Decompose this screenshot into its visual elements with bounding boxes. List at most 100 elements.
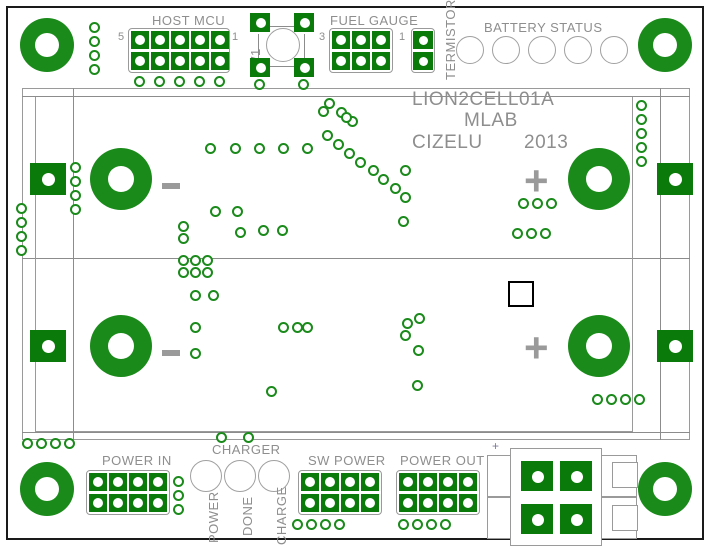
charger-via-1 bbox=[216, 432, 227, 443]
fuel-gauge-pad bbox=[332, 52, 350, 70]
right-edge-pad-upper bbox=[657, 163, 693, 195]
via bbox=[190, 348, 201, 359]
via bbox=[70, 204, 81, 215]
via bbox=[266, 386, 277, 397]
power-in-pad bbox=[149, 494, 167, 512]
battery-status-led bbox=[564, 36, 592, 64]
host-mcu-label: HOST MCU bbox=[152, 13, 226, 28]
via bbox=[636, 128, 647, 139]
via bbox=[70, 190, 81, 201]
via bbox=[16, 231, 27, 242]
charger-label: CHARGER bbox=[212, 442, 281, 457]
left-rail-line bbox=[73, 88, 74, 440]
cell1-negative-pad bbox=[90, 148, 152, 210]
via bbox=[232, 206, 243, 217]
sw-power-label: SW POWER bbox=[308, 453, 386, 468]
via bbox=[334, 519, 345, 530]
fuel-gauge-pad bbox=[352, 31, 370, 49]
via bbox=[390, 183, 401, 194]
battery-status-led bbox=[528, 36, 556, 64]
led-done-label: DONE bbox=[240, 496, 255, 536]
via bbox=[440, 519, 451, 530]
via bbox=[320, 519, 331, 530]
host-mcu-pad bbox=[131, 31, 149, 49]
right-rail-line bbox=[660, 88, 661, 440]
via bbox=[636, 114, 647, 125]
via bbox=[235, 227, 246, 238]
via bbox=[208, 290, 219, 301]
via bbox=[277, 225, 288, 236]
sw-power-pad bbox=[301, 494, 319, 512]
power-out-pad bbox=[459, 494, 477, 512]
via bbox=[16, 203, 27, 214]
via bbox=[210, 206, 221, 217]
via bbox=[341, 112, 352, 123]
via bbox=[412, 380, 423, 391]
termistor-pad-2 bbox=[413, 52, 433, 70]
power-out-pad bbox=[439, 494, 457, 512]
screw-terminal-screw-lower[interactable] bbox=[612, 505, 638, 531]
led-power-label: POWER bbox=[206, 491, 221, 543]
led-done-indicator bbox=[224, 460, 256, 492]
bottom-rail-line bbox=[22, 432, 690, 433]
charger-via-2 bbox=[243, 432, 254, 443]
via bbox=[89, 36, 100, 47]
inner-board-outline bbox=[22, 88, 690, 440]
power-in-pad bbox=[109, 473, 127, 491]
via bbox=[318, 106, 329, 117]
cell2-negative-pad bbox=[90, 315, 152, 377]
via bbox=[89, 22, 100, 33]
power-in-label: POWER IN bbox=[102, 453, 172, 468]
host-mcu-pad bbox=[171, 52, 189, 70]
screw-terminal-screw-upper[interactable] bbox=[612, 462, 638, 488]
board-author: CIZELU bbox=[412, 132, 483, 153]
via bbox=[398, 216, 409, 227]
via bbox=[258, 225, 269, 236]
via bbox=[368, 165, 379, 176]
sw1-pad-3 bbox=[250, 58, 270, 77]
sw1-via-left bbox=[254, 79, 265, 90]
power-in-pad bbox=[129, 473, 147, 491]
board-org: MLAB bbox=[464, 110, 518, 131]
battery-status-label: BATTERY STATUS bbox=[484, 20, 603, 35]
via bbox=[400, 165, 411, 176]
cell1-positive-pad bbox=[568, 148, 630, 210]
sw-power-pad bbox=[321, 494, 339, 512]
power-in-pad bbox=[109, 494, 127, 512]
sw1-button-circle[interactable] bbox=[266, 28, 300, 62]
via bbox=[636, 100, 647, 111]
via bbox=[64, 438, 75, 449]
power-out-pad bbox=[419, 473, 437, 491]
via bbox=[540, 228, 551, 239]
host-mcu-pad bbox=[211, 31, 229, 49]
fuel-gauge-label: FUEL GAUGE bbox=[330, 13, 419, 28]
power-out-label: POWER OUT bbox=[400, 453, 485, 468]
via bbox=[190, 255, 201, 266]
via bbox=[89, 64, 100, 75]
power-in-via-3 bbox=[173, 504, 184, 515]
cell2-positive-pad bbox=[568, 315, 630, 377]
via bbox=[178, 233, 189, 244]
polarity-minus-cell2 bbox=[162, 350, 180, 356]
via bbox=[254, 143, 265, 154]
via bbox=[636, 142, 647, 153]
led-charge-label: CHARGE bbox=[274, 486, 289, 545]
via bbox=[205, 143, 216, 154]
via bbox=[70, 176, 81, 187]
sw-power-pad bbox=[361, 473, 379, 491]
via bbox=[412, 519, 423, 530]
battery-status-led bbox=[456, 36, 484, 64]
sw-power-pad bbox=[301, 473, 319, 491]
sw1-pad-2 bbox=[294, 13, 314, 32]
via bbox=[324, 98, 335, 109]
power-in-pad bbox=[129, 494, 147, 512]
board-year: 2013 bbox=[524, 132, 569, 153]
via bbox=[322, 130, 333, 141]
board-title: LION2CELL01A bbox=[412, 89, 555, 110]
power-in-via-2 bbox=[173, 490, 184, 501]
via bbox=[606, 394, 617, 405]
terminal-pad-lower-left bbox=[521, 504, 553, 534]
polarity-plus-cell1: + bbox=[524, 157, 549, 204]
led-charge-indicator bbox=[258, 460, 290, 492]
